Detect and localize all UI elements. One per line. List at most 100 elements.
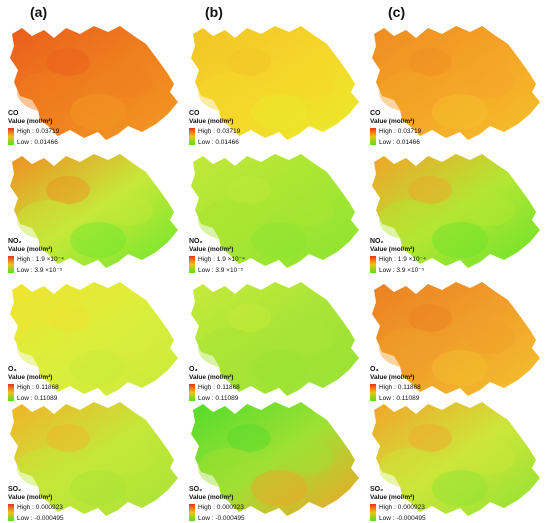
legend-unit: Value (mol/m²) bbox=[189, 118, 234, 125]
legend-low: Low : 3.9 ×10⁻⁵ bbox=[17, 267, 63, 274]
concentration-patch bbox=[379, 328, 441, 368]
legend-low: Low : -0.000495 bbox=[198, 515, 245, 522]
legend-unit: Value (mol/m²) bbox=[8, 374, 53, 381]
legend-high: High : 0.03719 bbox=[198, 128, 241, 135]
legend-unit: Value (mol/m²) bbox=[370, 374, 415, 381]
study-area-region bbox=[191, 402, 359, 516]
legend: SO₂ Value (mol/m²) High : 0.000923 Low : -0… bbox=[189, 486, 245, 522]
concentration-patch bbox=[284, 442, 334, 474]
legend-low: Low : -0.000495 bbox=[379, 515, 426, 522]
concentration-map bbox=[10, 282, 178, 396]
legend-high: High : 0.000923 bbox=[379, 504, 425, 511]
legend-color-ramp bbox=[189, 256, 195, 273]
concentration-patch bbox=[284, 322, 334, 354]
legend-high: High : 0.03719 bbox=[17, 128, 60, 135]
legend-unit: Value (mol/m²) bbox=[8, 118, 53, 125]
legend: SO₂ Value (mol/m²) High : 0.000923 Low : -0… bbox=[370, 486, 426, 522]
map-panel: NO₂ Value (mol/m²) High : 1.9 ×10⁻⁴ Low : 3… bbox=[189, 150, 369, 275]
concentration-patch bbox=[408, 424, 452, 452]
concentration-patch bbox=[227, 424, 271, 452]
map-panel: O₃ Value (mol/m²) High : 0.11868 Low : 0.11… bbox=[8, 278, 188, 403]
concentration-patch bbox=[17, 200, 79, 240]
concentration-patch bbox=[103, 442, 153, 474]
map-panel: SO₂ Value (mol/m²) High : 0.000923 Low : -0… bbox=[8, 398, 188, 523]
concentration-patch bbox=[198, 200, 260, 240]
legend-pollutant: NO₂ bbox=[370, 238, 384, 245]
concentration-map bbox=[372, 282, 540, 396]
legend-high: High : 0.000923 bbox=[198, 504, 244, 511]
study-area-region bbox=[10, 282, 178, 396]
concentration-patch bbox=[70, 222, 126, 258]
concentration-patch bbox=[198, 72, 260, 112]
concentration-patch bbox=[465, 442, 515, 474]
column-heading: (b) bbox=[205, 4, 223, 20]
legend-high: High : 0.11868 bbox=[17, 384, 59, 391]
concentration-patch bbox=[70, 350, 126, 386]
concentration-map bbox=[372, 26, 540, 140]
study-area-region bbox=[10, 154, 178, 268]
legend-pollutant: CO bbox=[8, 110, 19, 117]
legend-unit: Value (mol/m²) bbox=[8, 494, 53, 501]
concentration-map bbox=[372, 402, 540, 516]
legend-color-ramp bbox=[189, 128, 195, 145]
legend-low: Low : 0.01466 bbox=[17, 139, 58, 146]
concentration-map bbox=[191, 26, 359, 140]
legend: CO Value (mol/m²) High : 0.03719 Low : 0.01… bbox=[189, 110, 240, 146]
legend-high: High : 0.11868 bbox=[379, 384, 421, 391]
legend-pollutant: O₃ bbox=[189, 366, 198, 373]
map-panel: NO₂ Value (mol/m²) High : 1.9 ×10⁻⁴ Low : 3… bbox=[8, 150, 188, 275]
map-panel: NO₂ Value (mol/m²) High : 1.9 ×10⁻⁴ Low : 3… bbox=[370, 150, 550, 275]
legend-unit: Value (mol/m²) bbox=[370, 494, 415, 501]
concentration-map bbox=[191, 154, 359, 268]
legend-color-ramp bbox=[370, 256, 376, 273]
legend-color-ramp bbox=[370, 128, 376, 145]
concentration-patch bbox=[46, 424, 90, 452]
legend-pollutant: SO₂ bbox=[370, 486, 384, 493]
concentration-patch bbox=[70, 470, 126, 506]
concentration-patch bbox=[17, 328, 79, 368]
concentration-patch bbox=[227, 304, 271, 332]
concentration-patch bbox=[465, 194, 515, 226]
legend-color-ramp bbox=[189, 504, 195, 521]
concentration-patch bbox=[432, 470, 488, 506]
concentration-patch bbox=[284, 66, 334, 98]
legend-pollutant: O₃ bbox=[8, 366, 17, 373]
column-heading: (a) bbox=[30, 4, 48, 20]
concentration-map bbox=[10, 154, 178, 268]
concentration-patch bbox=[227, 176, 271, 204]
legend-low: Low : -0.000495 bbox=[17, 515, 64, 522]
concentration-patch bbox=[198, 448, 260, 488]
legend-unit: Value (mol/m²) bbox=[370, 246, 415, 253]
legend-low: Low : 0.11089 bbox=[379, 395, 420, 402]
legend-color-ramp bbox=[8, 384, 14, 401]
map-panel: CO Value (mol/m²) High : 0.03719 Low : 0.01… bbox=[370, 22, 550, 147]
study-area-region bbox=[191, 26, 359, 140]
legend: CO Value (mol/m²) High : 0.03719 Low : 0.01… bbox=[370, 110, 421, 146]
legend-unit: Value (mol/m²) bbox=[189, 494, 234, 501]
legend-color-ramp bbox=[370, 384, 376, 401]
concentration-patch bbox=[465, 322, 515, 354]
map-panel: O₃ Value (mol/m²) High : 0.11868 Low : 0.11… bbox=[370, 278, 550, 403]
legend-pollutant: CO bbox=[370, 110, 381, 117]
concentration-patch bbox=[17, 448, 79, 488]
concentration-patch bbox=[46, 176, 90, 204]
legend-high: High : 0.000923 bbox=[17, 504, 63, 511]
legend-pollutant: O₃ bbox=[370, 366, 379, 373]
concentration-patch bbox=[46, 304, 90, 332]
legend: SO₂ Value (mol/m²) High : 0.000923 Low : -0… bbox=[8, 486, 64, 522]
concentration-patch bbox=[251, 94, 307, 130]
concentration-patch bbox=[198, 328, 260, 368]
concentration-patch bbox=[408, 48, 452, 76]
concentration-patch bbox=[103, 66, 153, 98]
legend-low: Low : 0.11089 bbox=[17, 395, 58, 402]
legend-high: High : 0.03719 bbox=[379, 128, 422, 135]
study-area-region bbox=[372, 26, 540, 140]
concentration-patch bbox=[379, 200, 441, 240]
legend: CO Value (mol/m²) High : 0.03719 Low : 0.01… bbox=[8, 110, 59, 146]
concentration-patch bbox=[251, 222, 307, 258]
legend: O₃ Value (mol/m²) High : 0.11868 Low : 0.11… bbox=[189, 366, 240, 402]
study-area-region bbox=[10, 402, 178, 516]
study-area-region bbox=[191, 282, 359, 396]
legend-pollutant: CO bbox=[189, 110, 200, 117]
concentration-patch bbox=[432, 222, 488, 258]
